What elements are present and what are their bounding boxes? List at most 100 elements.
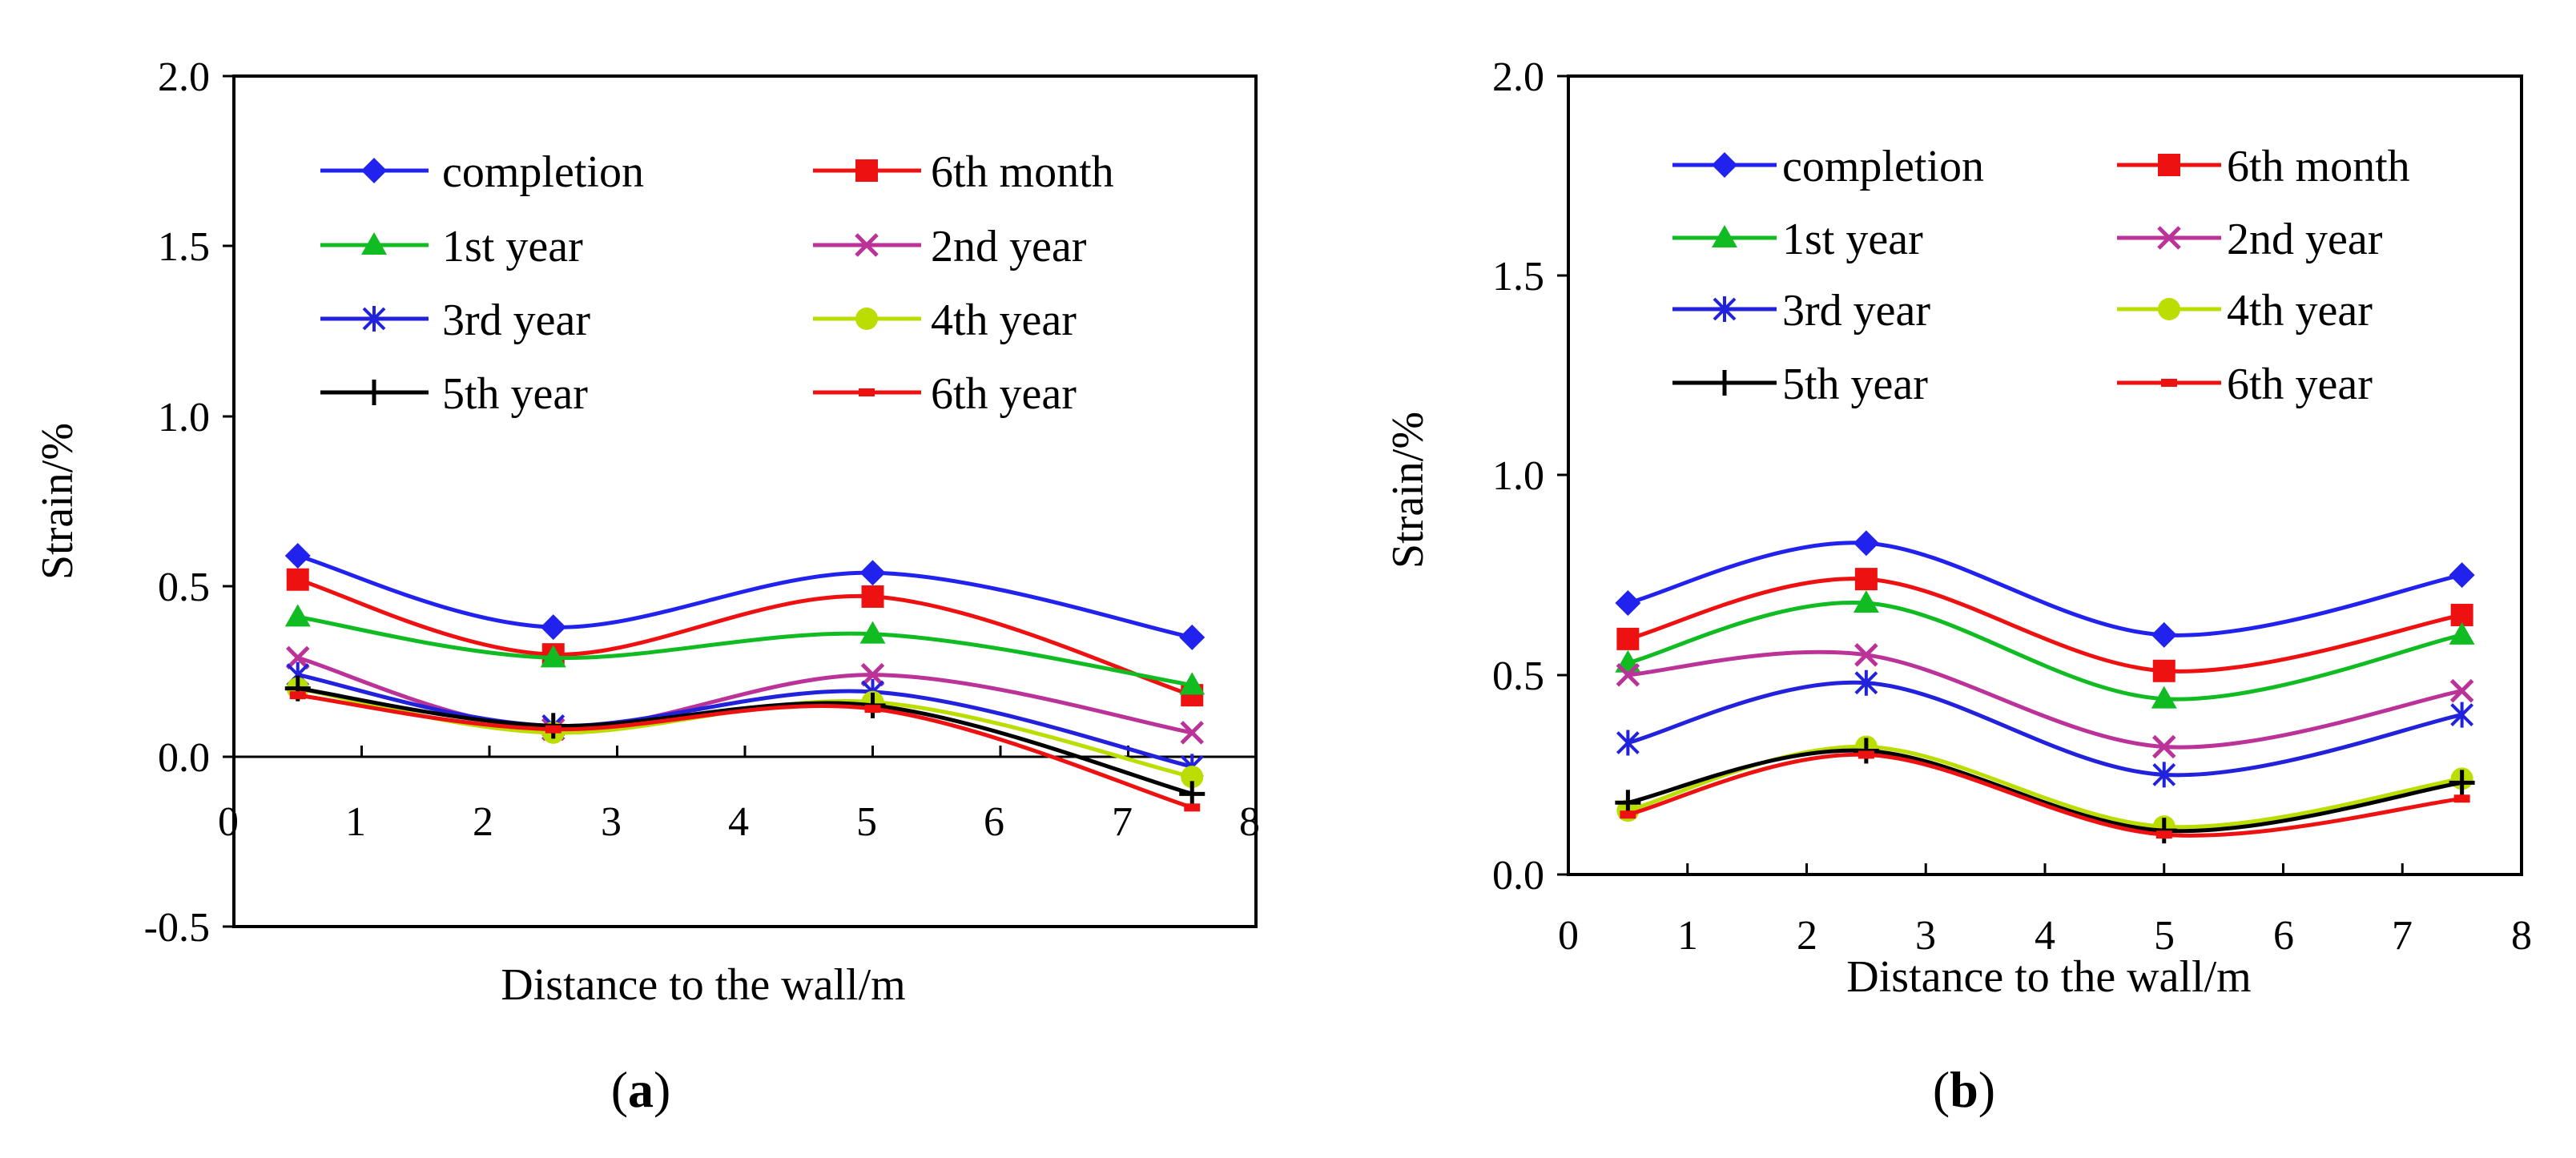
chart-b-legend-marker-shape — [2158, 154, 2180, 176]
chart-b-series — [1616, 643, 2474, 759]
chart-b-data-point — [1615, 590, 1641, 617]
chart-b-plot-frame — [1567, 74, 2523, 876]
chart-a-data-point — [1181, 766, 1204, 789]
chart-b-series-line — [1627, 600, 2463, 702]
chart-a-data-point — [859, 621, 886, 644]
chart-b-legend-label: completion — [1782, 142, 1984, 191]
chart-b-xtick-label: 4 — [2035, 913, 2055, 959]
chart-a-series-layer — [284, 542, 1205, 812]
chart-b-xtick-label: 3 — [1915, 913, 1936, 959]
chart-a-legend-entry: 6th month — [813, 147, 1114, 197]
chart-b-data-point — [1854, 643, 1878, 667]
chart-b-ytick-label: 2.0 — [1492, 54, 1544, 100]
chart-a-data-point — [289, 691, 306, 700]
chart-b-legend-marker-shape — [1712, 370, 1737, 396]
chart-b-ytick-label: 0.0 — [1492, 853, 1544, 899]
chart-b-series-line — [1627, 577, 2463, 673]
chart-a-series — [284, 542, 1205, 650]
chart-b-series-layer — [1615, 530, 2475, 844]
chart-b: 0.0 0.5 1.0 1.5 2.0 0 1 2 3 4 5 6 7 8 — [1383, 54, 2532, 1118]
chart-a-data-point — [864, 705, 881, 714]
chart-a-legend-label: 2nd year — [931, 222, 1087, 271]
chart-a-plot-frame — [232, 74, 1258, 928]
chart-a-series — [284, 604, 1205, 695]
chart-b-data-point — [2449, 770, 2475, 796]
chart-b-legend-marker — [2158, 154, 2180, 176]
chart-a-series — [284, 675, 1205, 807]
chart-b-legend-label: 6th year — [2227, 360, 2373, 409]
chart-b-legend-marker — [1712, 370, 1737, 396]
chart-b-legend-entry: 3rd year — [1672, 286, 1930, 336]
chart-a-legend-marker-shape — [362, 306, 386, 332]
chart-b-data-point — [1858, 750, 1874, 759]
chart-b-legend-entry: 6th month — [2117, 142, 2410, 191]
chart-b-legend-marker — [1712, 152, 1737, 178]
chart-b-legend-entry: 2nd year — [2117, 215, 2383, 264]
chart-b-legend-entry: completion — [1672, 142, 1984, 191]
chart-a-xtick-label: 1 — [345, 799, 366, 845]
chart-a-legend-label: 5th year — [442, 369, 588, 419]
chart-b-legend-entry: 4th year — [2117, 286, 2373, 336]
chart-a-xtick-label: 0 — [218, 799, 239, 845]
chart-a-ytick-label: 0.0 — [158, 735, 210, 781]
chart-b-xtick-label: 8 — [2511, 913, 2532, 959]
chart-b-data-point — [2155, 830, 2172, 839]
chart-b-data-point — [2449, 562, 2475, 589]
chart-a-data-point — [1179, 781, 1205, 807]
chart-b-panel-letter: b — [1950, 1061, 1978, 1118]
chart-a-legend-marker — [859, 388, 875, 396]
chart-a-x-ticks: 0 1 2 3 4 5 6 7 8 — [218, 746, 1260, 845]
chart-b-series-line — [1627, 541, 2463, 637]
chart-b-data-point — [2152, 659, 2176, 682]
chart-a-data-point — [540, 645, 566, 668]
chart-a-y-ticks: -0.5 0.0 0.5 1.0 1.5 2.0 — [144, 54, 234, 951]
chart-a-panel-letter: a — [628, 1061, 654, 1118]
chart-b-xtick-label: 5 — [2154, 913, 2175, 959]
chart-b-y-ticks: 0.0 0.5 1.0 1.5 2.0 — [1492, 54, 1568, 899]
chart-a-series — [286, 568, 1204, 707]
chart-b-legend-label: 4th year — [2227, 286, 2373, 336]
chart-a-series-line — [297, 614, 1193, 687]
chart-a-legend-marker-shape — [361, 232, 387, 255]
chart-a-xtick-label: 7 — [1112, 799, 1133, 845]
chart-a-legend-marker — [361, 232, 387, 255]
chart-a-xtick-label: 6 — [984, 799, 1004, 845]
chart-a-data-point — [545, 725, 561, 734]
chart-b-series-line — [1627, 748, 2462, 834]
chart-a-legend-marker-shape — [855, 233, 879, 257]
chart-b-data-point — [2151, 734, 2176, 759]
chart-a-xtick-label: 5 — [856, 799, 877, 845]
chart-b-data-point — [1620, 810, 1636, 819]
chart-a-ytick-label: 1.0 — [158, 395, 210, 440]
chart-a-data-point — [1179, 672, 1205, 695]
chart-a-legend-marker — [361, 380, 387, 405]
chart-a-series-line — [297, 655, 1193, 735]
chart-b-legend-marker — [1712, 225, 1737, 247]
chart-b-series-line — [1627, 680, 2463, 778]
chart-b-legend-marker-shape — [1712, 225, 1737, 247]
chart-a-legend-entry: 2nd year — [813, 222, 1087, 271]
chart-a-data-point — [860, 662, 885, 687]
chart-a-legend: completion 6th month 1st year 2nd year 3 — [320, 147, 1114, 419]
chart-b-data-point — [2449, 621, 2475, 645]
chart-a-data-point — [861, 585, 884, 608]
chart-a-series — [289, 691, 1201, 812]
chart-a-legend-label: 6th month — [931, 147, 1114, 197]
chart-b-series — [1615, 530, 2475, 648]
chart-a-legend-entry: 1st year — [320, 222, 583, 271]
chart-b-data-point — [2453, 794, 2470, 803]
chart-b-data-point — [1616, 627, 1640, 650]
chart-a-xtick-label: 8 — [1239, 799, 1260, 845]
chart-a-legend-entry: completion — [320, 147, 644, 197]
chart-a-legend-marker-shape — [855, 159, 878, 182]
chart-a-legend-label: 3rd year — [442, 296, 590, 345]
chart-a-ytick-label: 2.0 — [158, 54, 210, 100]
chart-a-ytick-label: -0.5 — [144, 905, 210, 951]
chart-b-legend-marker-shape — [2161, 379, 2177, 387]
chart-b-ytick-label: 0.5 — [1492, 653, 1544, 699]
chart-b-legend-entry: 6th year — [2117, 360, 2373, 409]
chart-a-legend-marker-shape — [361, 380, 387, 405]
chart-b-legend-marker — [2161, 379, 2177, 387]
chart-b-legend-entry: 1st year — [1672, 215, 1923, 264]
chart-a-data-point — [284, 542, 311, 569]
